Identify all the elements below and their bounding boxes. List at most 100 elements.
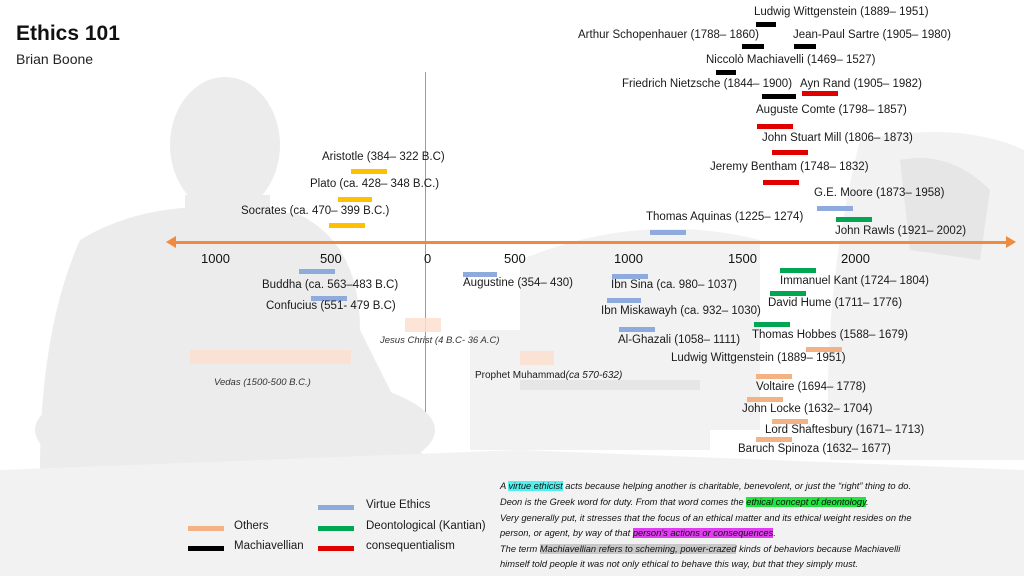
- bar-mill: [772, 150, 808, 155]
- label-kant: Immanuel Kant (1724– 1804): [780, 275, 929, 287]
- bar-schopenhauer: [742, 44, 764, 49]
- note-text: kinds of behaviors because Machiavelli: [736, 544, 901, 554]
- bar-hobbes: [754, 322, 790, 327]
- label-machiavelli: Niccolò Machiavelli (1469– 1527): [706, 54, 876, 66]
- page-title: Ethics 101: [16, 22, 120, 45]
- bar-plato: [338, 197, 372, 202]
- label-aquinas: Thomas Aquinas (1225– 1274): [646, 211, 804, 223]
- legend-swatch-machiavellian: [188, 546, 224, 551]
- label-plato: Plato (ca. 428– 348 B.C.): [310, 178, 440, 190]
- label-ibn-sina: Ibn Sina (ca. 980– 1037): [611, 279, 737, 291]
- bar-moore: [817, 206, 853, 211]
- bar-wittgenstein-top: [756, 22, 776, 27]
- tick-1500-ad: 1500: [728, 251, 757, 266]
- bar-muhammad: [520, 351, 554, 365]
- label-comte: Auguste Comte (1798– 1857): [756, 104, 907, 116]
- label-buddha: Buddha (ca. 563–483 B.C): [262, 279, 399, 291]
- tick-0: 0: [424, 251, 432, 266]
- label-mill: John Stuart Mill (1806– 1873): [762, 132, 913, 144]
- tick-500-ad: 500: [504, 251, 526, 266]
- legend-swatch-deontological: [318, 526, 354, 531]
- tick-1000-bc: 1000: [201, 251, 230, 266]
- tick-2000-ad: 2000: [841, 251, 870, 266]
- bar-wittgenstein-low: [806, 347, 842, 352]
- note-machiavellian-1: The term Machiavellian refers to schemin…: [500, 544, 900, 554]
- note-highlight-virtue: virtue ethicist: [508, 481, 563, 491]
- label-shaftesbury: Lord Shaftesbury (1671– 1713): [765, 424, 925, 436]
- year-zero-line: [425, 72, 426, 412]
- tick-500-bc: 500: [320, 251, 342, 266]
- label-hobbes: Thomas Hobbes (1588– 1679): [752, 329, 908, 341]
- label-augustine: Augustine (354– 430): [463, 277, 573, 289]
- legend-swatch-virtue: [318, 505, 354, 510]
- label-bentham: Jeremy Bentham (1748– 1832): [710, 161, 869, 173]
- label-hume: David Hume (1711– 1776): [768, 297, 903, 309]
- legend-swatch-consequentialism: [318, 546, 354, 551]
- label-moore: G.E. Moore (1873– 1958): [814, 187, 945, 199]
- bar-buddha: [299, 269, 335, 274]
- bar-sartre: [794, 44, 816, 49]
- note-machiavellian-2: himself told people it was not only ethi…: [500, 559, 858, 569]
- label-jesus: Jesus Christ (4 B.C- 36 A.C): [380, 335, 500, 346]
- legend-label-machiavellian: Machiavellian: [234, 540, 304, 552]
- label-al-ghazali: Al-Ghazali (1058– 1111): [618, 334, 741, 346]
- bar-ibn-sina: [612, 274, 648, 279]
- label-wittgenstein-low: Ludwig Wittgenstein (1889– 1951): [671, 352, 846, 364]
- label-spinoza: Baruch Spinoza (1632– 1677): [738, 443, 891, 455]
- bar-kant: [780, 268, 816, 273]
- label-muhammad: Prophet Muhammad(ca 570-632): [475, 370, 622, 381]
- bar-spinoza: [756, 437, 792, 442]
- bar-rawls: [836, 217, 872, 222]
- note-highlight-consequences: person’s actions or consequences: [632, 528, 774, 538]
- label-socrates: Socrates (ca. 470– 399 B.C.): [241, 205, 390, 217]
- label-locke: John Locke (1632– 1704): [742, 403, 873, 415]
- legend-label-virtue: Virtue Ethics: [366, 499, 431, 511]
- note-text: .: [866, 497, 869, 507]
- bar-vedas: [190, 350, 351, 364]
- bar-confucius: [311, 296, 347, 301]
- legend-label-consequentialism: consequentialism: [366, 540, 455, 552]
- label-rand: Ayn Rand (1905– 1982): [800, 78, 922, 90]
- label-ibn-miskawayh: Ibn Miskawayh (ca. 932– 1030): [601, 305, 761, 317]
- label-schopenhauer: Arthur Schopenhauer (1788– 1860): [578, 29, 759, 41]
- note-highlight-deontology: ethical concept of deontology: [746, 497, 867, 507]
- legend-swatch-others: [188, 526, 224, 531]
- label-rawls: John Rawls (1921– 2002): [835, 225, 967, 237]
- note-text: Deon is the Greek word for duty. From th…: [500, 497, 747, 507]
- label-muhammad-dates: (ca 570-632): [565, 370, 623, 381]
- bar-bentham: [763, 180, 799, 185]
- tick-1000-ad: 1000: [614, 251, 643, 266]
- bar-al-ghazali: [619, 327, 655, 332]
- label-sartre: Jean-Paul Sartre (1905– 1980): [793, 29, 951, 41]
- label-aristotle: Aristotle (384– 322 B.C): [322, 151, 445, 163]
- bar-hume: [770, 291, 806, 296]
- label-confucius: Confucius (551- 479 B.C): [266, 300, 396, 312]
- note-text: A: [500, 481, 509, 491]
- note-text: .: [773, 528, 776, 538]
- bar-ibn-miskawayh: [607, 298, 641, 303]
- bar-aristotle: [351, 169, 387, 174]
- bar-augustine: [463, 272, 497, 277]
- bar-rand: [802, 91, 838, 96]
- note-text: person, or agent, by way of that: [500, 528, 633, 538]
- bar-aquinas: [650, 230, 686, 235]
- note-consequentialism-2: person, or agent, by way of that person’…: [500, 528, 776, 538]
- label-wittgenstein-top: Ludwig Wittgenstein (1889– 1951): [754, 6, 929, 18]
- label-muhammad-name: Prophet Muhammad: [475, 370, 566, 381]
- note-text: The term: [500, 544, 540, 554]
- timeline-axis: [172, 241, 1008, 244]
- bar-jesus: [405, 318, 441, 332]
- bar-shaftesbury: [772, 419, 808, 424]
- note-virtue-ethicist: A virtue ethicist acts because helping a…: [500, 481, 911, 491]
- note-text: acts because helping another is charitab…: [562, 481, 912, 491]
- note-deontology: Deon is the Greek word for duty. From th…: [500, 497, 869, 507]
- bar-voltaire: [756, 374, 792, 379]
- axis-arrow-right-icon: [1006, 236, 1016, 248]
- label-voltaire: Voltaire (1694– 1778): [756, 381, 866, 393]
- note-consequentialism-1: Very generally put, it stresses that the…: [500, 513, 912, 523]
- legend-label-others: Others: [234, 520, 269, 532]
- bar-socrates: [329, 223, 365, 228]
- legend-label-deontological: Deontological (Kantian): [366, 520, 486, 532]
- bar-comte: [757, 124, 793, 129]
